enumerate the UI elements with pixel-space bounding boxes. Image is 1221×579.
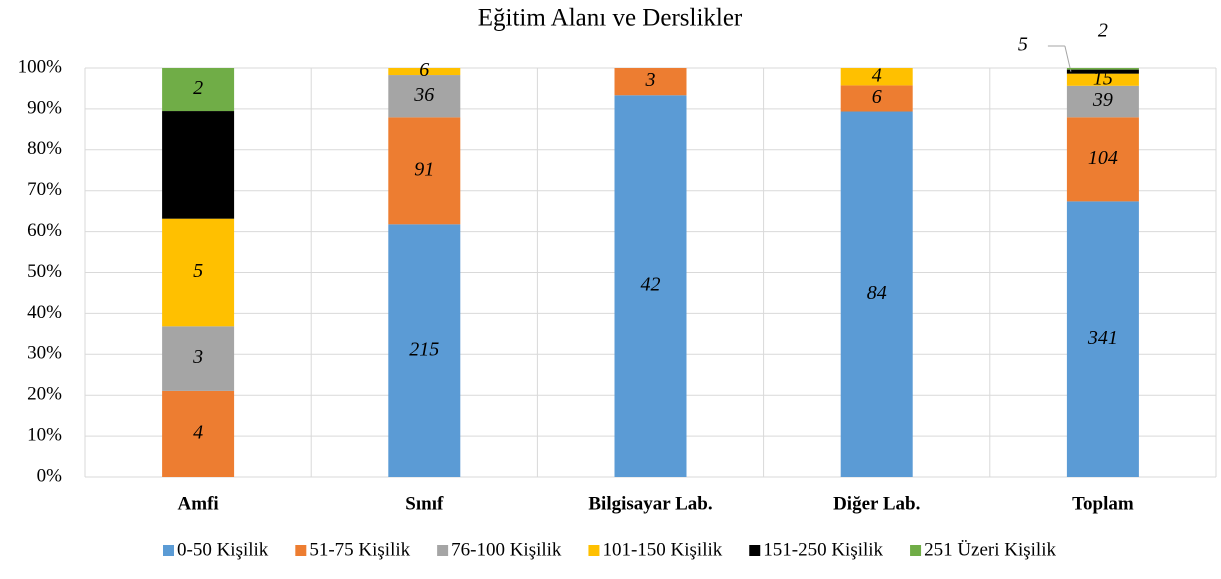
bar-segment bbox=[388, 224, 461, 477]
bar-segment bbox=[1066, 201, 1139, 477]
data-label: 84 bbox=[867, 282, 887, 304]
bar-segment bbox=[840, 85, 913, 112]
x-tick-label: Toplam bbox=[1072, 493, 1134, 514]
bar-segment bbox=[1066, 85, 1139, 118]
data-label: 2 bbox=[1098, 20, 1108, 42]
y-tick-label: 40% bbox=[27, 302, 62, 323]
legend-label: 0-50 Kişilik bbox=[177, 539, 269, 560]
x-tick-label: Sınıf bbox=[405, 493, 444, 514]
legend-swatch bbox=[588, 545, 600, 556]
legend-label: 51-75 Kişilik bbox=[309, 539, 410, 560]
bar-segment bbox=[162, 218, 235, 327]
bar-segment bbox=[162, 326, 235, 391]
bar-segment bbox=[162, 111, 235, 219]
x-tick-label: Amfi bbox=[178, 493, 219, 514]
data-label: 3 bbox=[645, 69, 656, 91]
data-label: 6 bbox=[872, 86, 882, 108]
bar-segment bbox=[840, 111, 913, 478]
data-label: 5 bbox=[193, 260, 203, 282]
data-label: 3 bbox=[192, 346, 203, 368]
data-label: 36 bbox=[413, 84, 434, 106]
data-label: 91 bbox=[414, 158, 434, 180]
data-label: 4 bbox=[872, 64, 882, 86]
bar-segment bbox=[388, 68, 461, 76]
legend-swatch bbox=[749, 545, 761, 556]
bar-segment bbox=[1066, 73, 1139, 86]
data-label: 5 bbox=[1018, 34, 1028, 56]
y-tick-label: 70% bbox=[27, 179, 62, 200]
bar-segment bbox=[1066, 117, 1139, 202]
legend-label: 251 Üzeri Kişilik bbox=[924, 539, 1056, 560]
bar-segment bbox=[1066, 69, 1139, 74]
y-tick-label: 0% bbox=[37, 465, 63, 486]
y-tick-label: 10% bbox=[27, 424, 62, 445]
bar-segment bbox=[1066, 68, 1139, 70]
y-tick-label: 100% bbox=[18, 56, 63, 77]
data-label: 215 bbox=[409, 338, 439, 360]
legend-swatch bbox=[910, 545, 922, 556]
bar-segment bbox=[840, 68, 913, 86]
legend-swatch bbox=[437, 545, 449, 556]
bar-segment bbox=[388, 75, 461, 118]
legend-swatch bbox=[295, 545, 307, 556]
data-label: 6 bbox=[419, 59, 429, 81]
data-label: 39 bbox=[1092, 89, 1113, 111]
bar-segment bbox=[162, 68, 235, 112]
legend-label: 101-150 Kişilik bbox=[602, 539, 722, 560]
y-tick-label: 90% bbox=[27, 97, 62, 118]
y-tick-label: 20% bbox=[27, 384, 62, 405]
chart-title: Eğitim Alanı ve Derslikler bbox=[478, 5, 743, 32]
data-label: 5 bbox=[193, 152, 203, 174]
data-label: 42 bbox=[641, 274, 661, 296]
leader-line bbox=[1064, 45, 1072, 72]
legend-swatch bbox=[163, 545, 174, 556]
bar-segment bbox=[162, 390, 235, 477]
data-label: 4 bbox=[193, 422, 203, 444]
bar-segment bbox=[614, 68, 687, 96]
data-label: 341 bbox=[1087, 327, 1118, 349]
x-tick-label: Diğer Lab. bbox=[833, 493, 920, 514]
data-label: 104 bbox=[1088, 147, 1118, 169]
x-tick-label: Bilgisayar Lab. bbox=[588, 493, 712, 514]
bar-segment bbox=[388, 117, 461, 225]
data-label: 2 bbox=[193, 77, 203, 99]
y-tick-label: 50% bbox=[27, 261, 62, 282]
y-tick-label: 30% bbox=[27, 343, 62, 364]
bar-segment bbox=[614, 95, 687, 478]
y-tick-label: 80% bbox=[27, 138, 62, 159]
y-tick-label: 60% bbox=[27, 220, 62, 241]
legend-label: 151-250 Kişilik bbox=[763, 539, 883, 560]
legend-label: 76-100 Kişilik bbox=[451, 539, 562, 560]
